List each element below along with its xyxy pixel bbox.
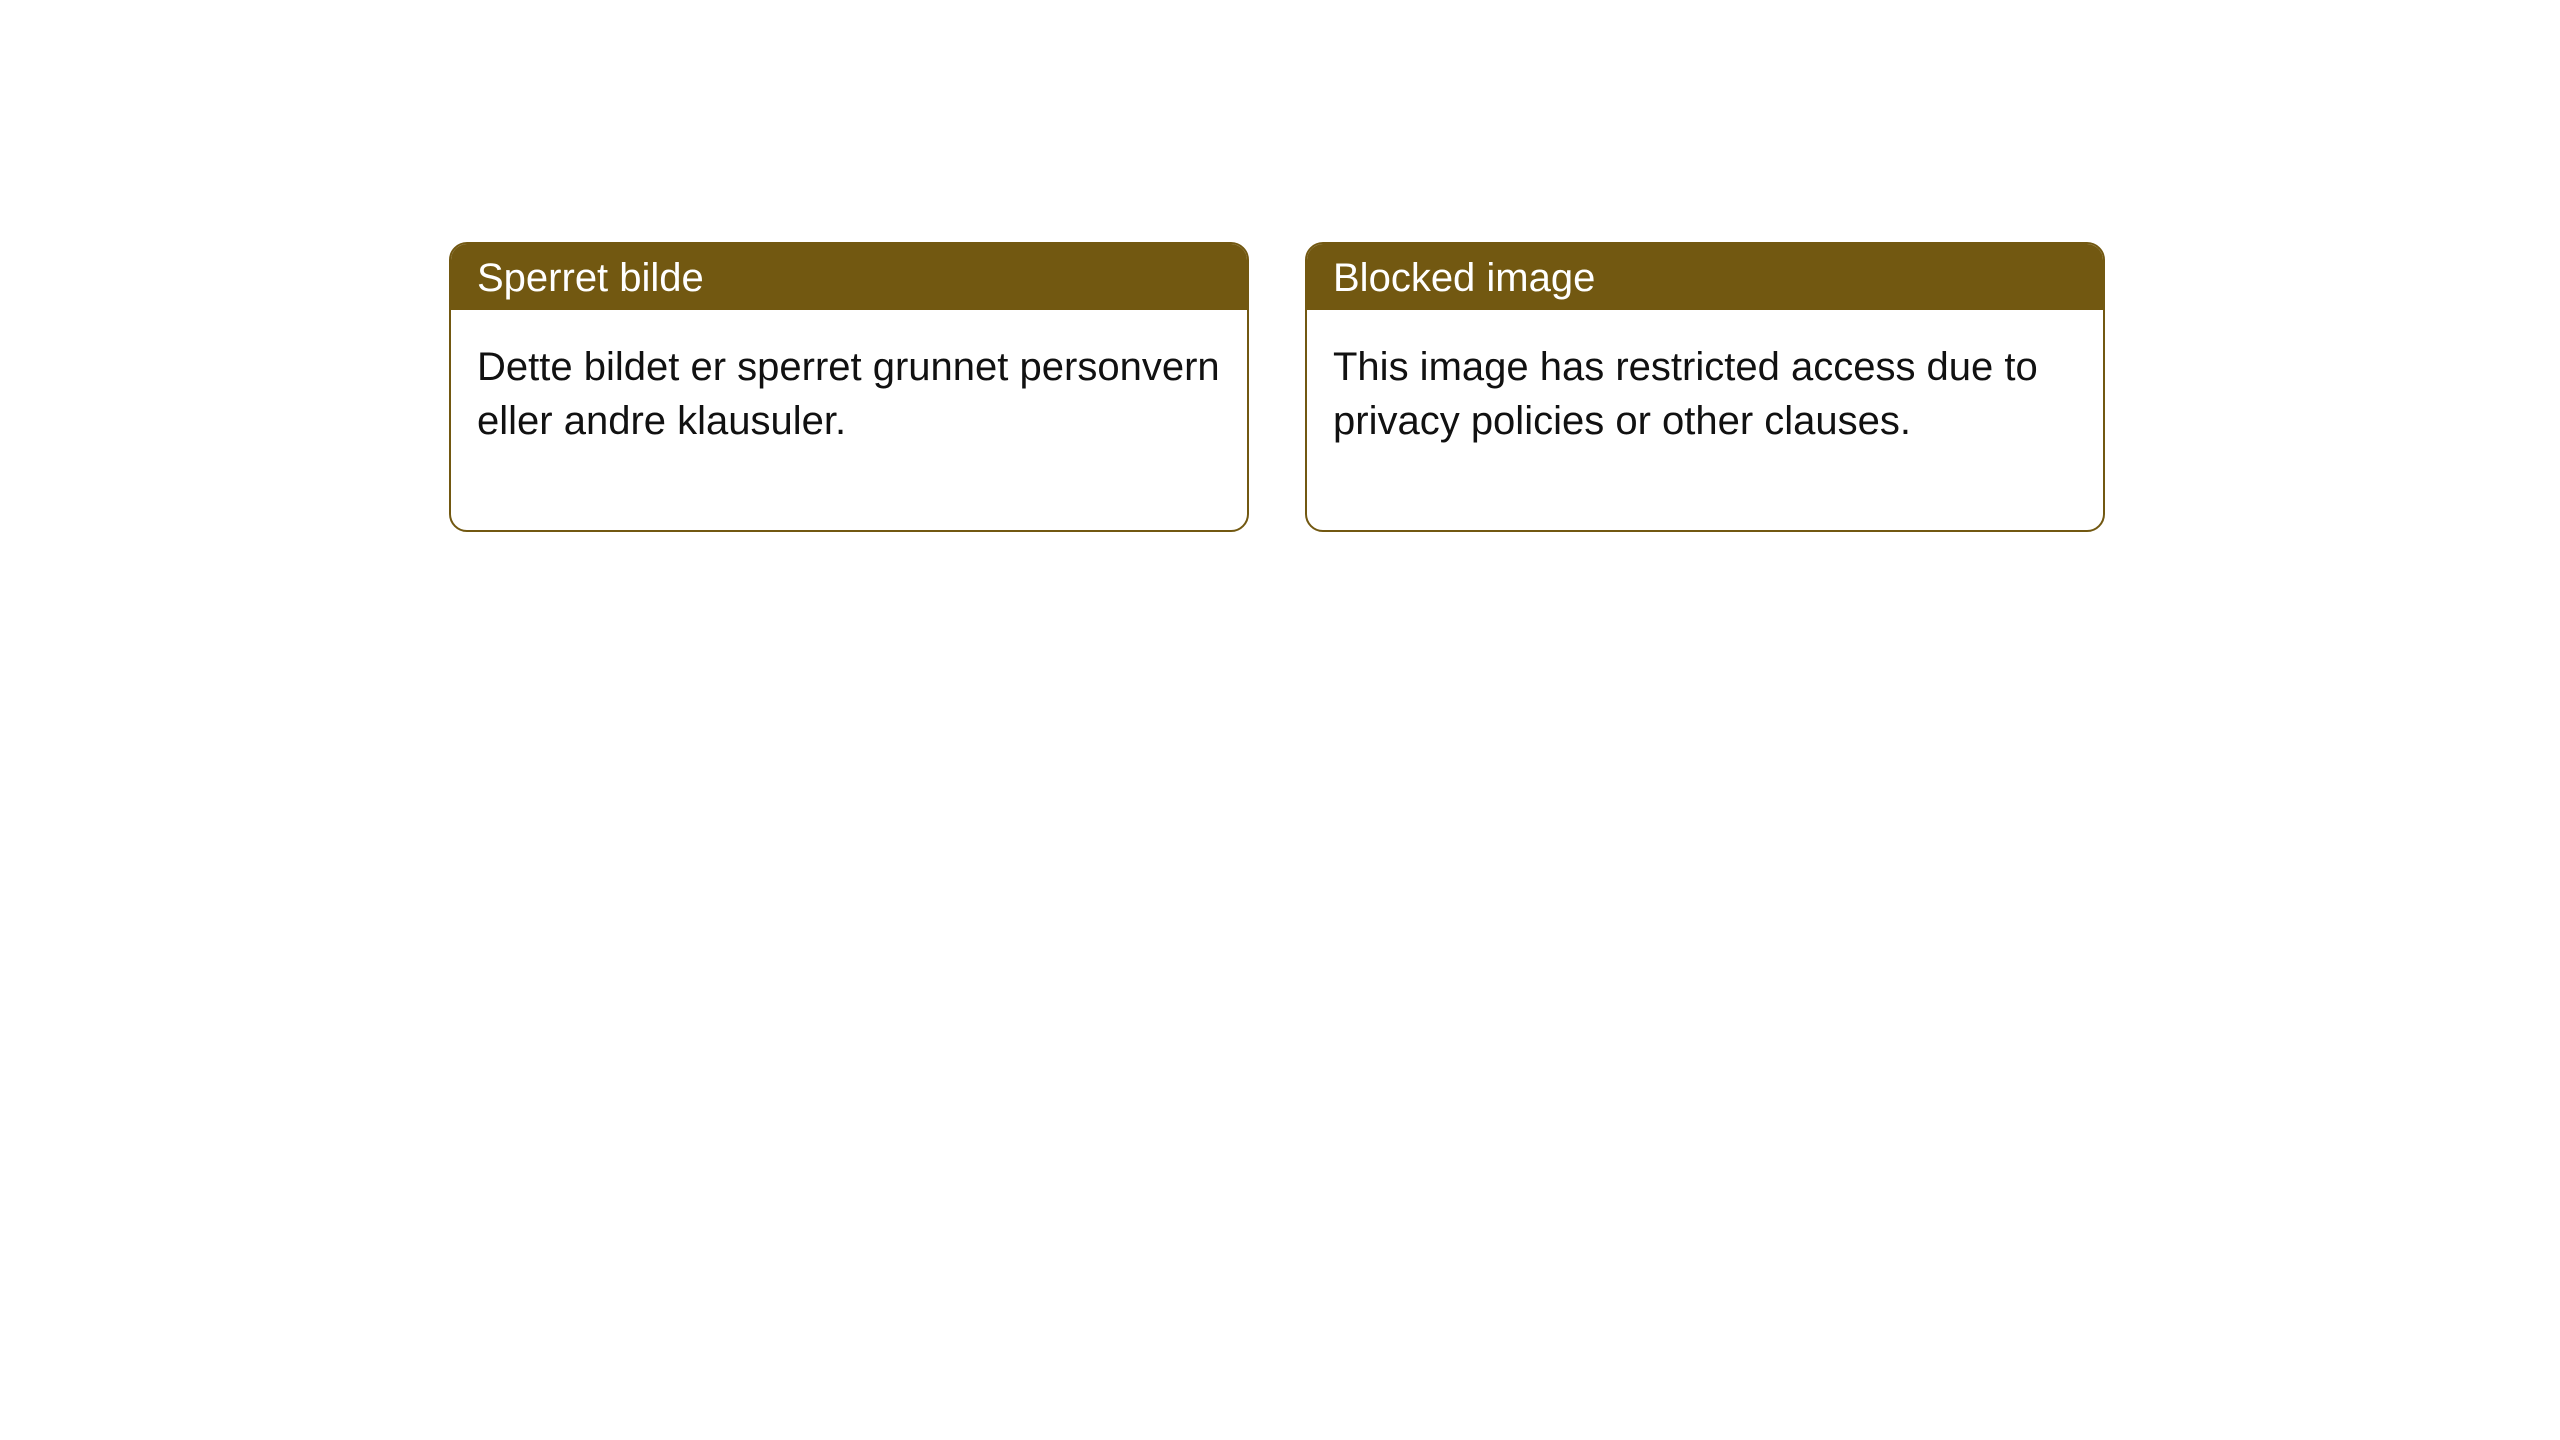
card-title: Sperret bilde — [477, 256, 704, 300]
card-title: Blocked image — [1333, 256, 1595, 300]
card-body: Dette bildet er sperret grunnet personve… — [451, 310, 1247, 530]
cards-container: Sperret bilde Dette bildet er sperret gr… — [0, 0, 2560, 532]
card-header: Sperret bilde — [451, 244, 1247, 310]
card-body: This image has restricted access due to … — [1307, 310, 2103, 530]
blocked-image-card-no: Sperret bilde Dette bildet er sperret gr… — [449, 242, 1249, 532]
card-header: Blocked image — [1307, 244, 2103, 310]
card-body-text: This image has restricted access due to … — [1333, 345, 2038, 443]
blocked-image-card-en: Blocked image This image has restricted … — [1305, 242, 2105, 532]
card-body-text: Dette bildet er sperret grunnet personve… — [477, 345, 1220, 443]
